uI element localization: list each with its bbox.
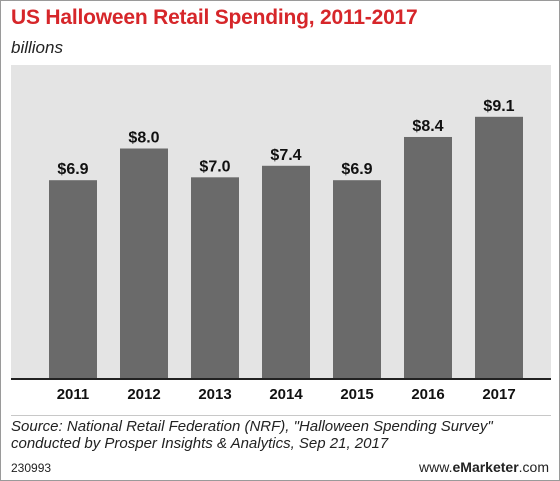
x-tick-label-2012: 2012 (127, 386, 160, 403)
value-label-2014: $7.4 (270, 147, 301, 164)
source-note: Source: National Retail Federation (NRF)… (11, 418, 556, 452)
value-label-2015: $6.9 (341, 161, 372, 178)
source-divider (11, 415, 551, 416)
bar-2017 (475, 116, 523, 380)
x-tick-label-2017: 2017 (482, 386, 515, 403)
chart-subtitle: billions (11, 38, 63, 57)
bar-2015 (333, 180, 381, 379)
value-label-2016: $8.4 (412, 118, 443, 135)
chart-title: US Halloween Retail Spending, 2011-2017 (11, 6, 418, 29)
bar-2016 (404, 136, 452, 379)
bar-2013 (191, 177, 239, 379)
brand-prefix: www. (419, 459, 453, 475)
brand-name: eMarketer (452, 459, 519, 475)
value-label-2017: $9.1 (483, 98, 514, 115)
brand-logo: www.eMarketer.com (419, 459, 549, 475)
x-tick-label-2011: 2011 (57, 386, 90, 403)
bar-2012 (120, 148, 168, 379)
bar-chart: $6.9 2011 $8.0 2012 $7.0 2013 $7.4 2014 $6.9 2015… (11, 98, 551, 405)
source-line-1: Source: National Retail Federation (NRF)… (11, 418, 493, 435)
bar-2014 (262, 165, 310, 379)
brand-suffix: .com (518, 459, 549, 475)
x-tick-label-2014: 2014 (269, 386, 303, 403)
value-label-2012: $8.0 (128, 130, 159, 147)
x-axis-band (11, 379, 551, 405)
x-tick-label-2013: 2013 (198, 386, 231, 403)
chart-id: 230993 (11, 461, 52, 475)
x-tick-label-2016: 2016 (411, 386, 444, 403)
bar-2011 (49, 180, 97, 379)
value-label-2011: $6.9 (57, 161, 88, 178)
plot-area: $6.9 2011 $8.0 2012 $7.0 2013 $7.4 2014 $6.9 2015… (11, 65, 551, 405)
source-line-2: conducted by Prosper Insights & Analytic… (11, 435, 389, 452)
x-tick-label-2015: 2015 (340, 386, 373, 403)
value-label-2013: $7.0 (199, 158, 230, 175)
